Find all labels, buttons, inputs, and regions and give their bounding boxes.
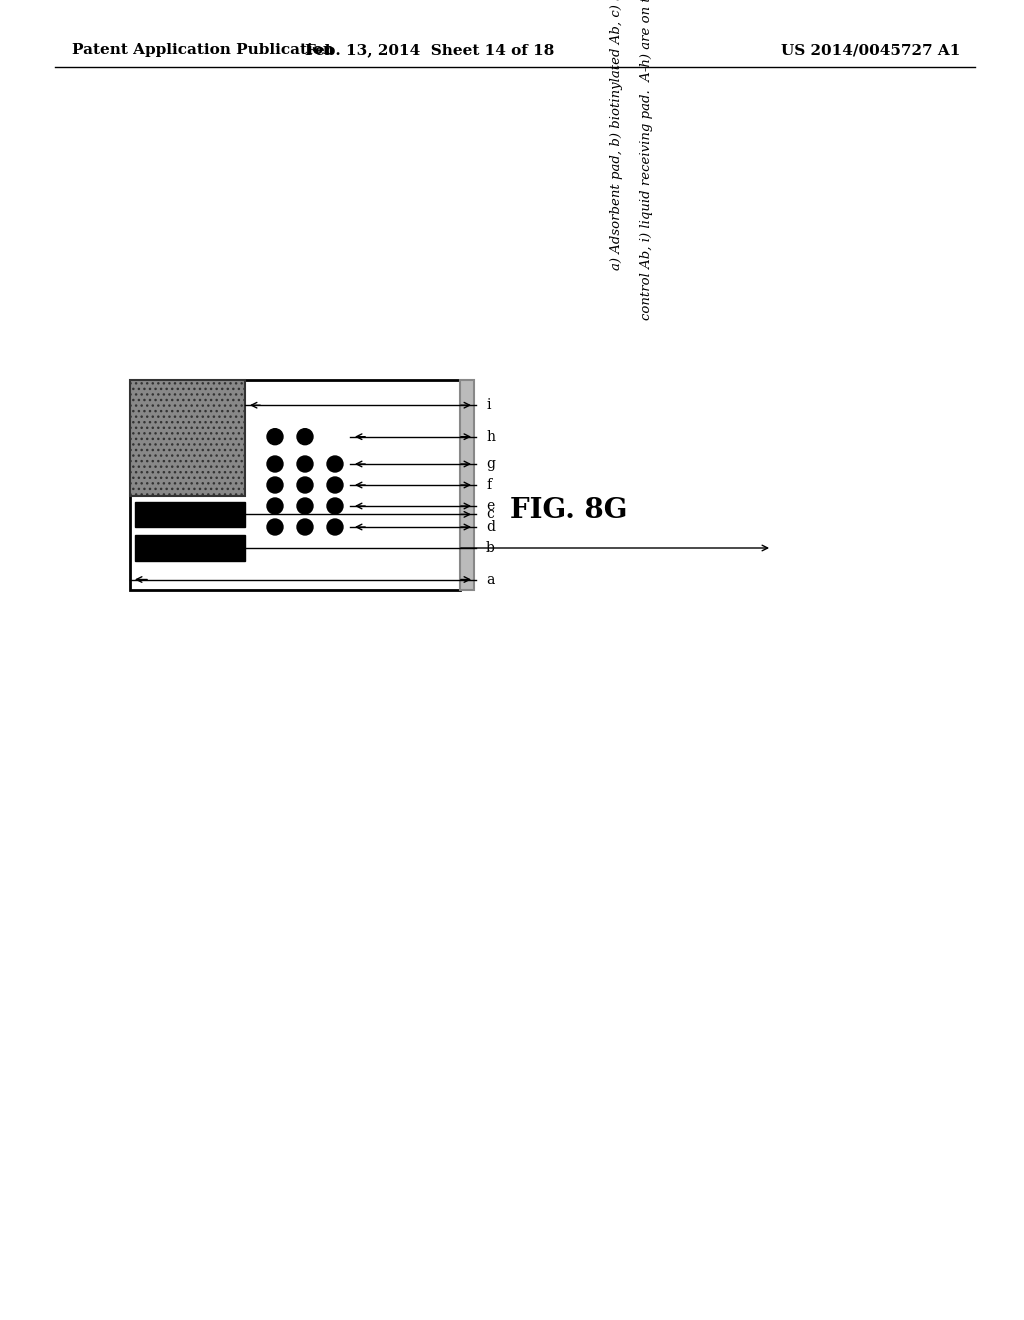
Text: d: d	[486, 520, 495, 535]
Circle shape	[267, 519, 283, 535]
Text: a: a	[486, 573, 495, 586]
Text: US 2014/0045727 A1: US 2014/0045727 A1	[780, 44, 961, 57]
Circle shape	[327, 498, 343, 513]
Bar	[135, 536, 245, 561]
Circle shape	[267, 455, 283, 473]
Text: h: h	[486, 430, 495, 444]
Circle shape	[297, 519, 313, 535]
Text: a) Adsorbent pad, b) biotinylated Ab, c) Streptavidin-gold conjugate, d-g) captu: a) Adsorbent pad, b) biotinylated Ab, c)…	[610, 0, 623, 271]
Text: c: c	[486, 507, 494, 521]
Circle shape	[297, 429, 313, 445]
Circle shape	[297, 455, 313, 473]
Text: e: e	[486, 499, 495, 513]
Circle shape	[327, 477, 343, 492]
Circle shape	[267, 477, 283, 492]
Circle shape	[297, 477, 313, 492]
Bar	[460, 380, 474, 590]
Bar	[130, 380, 245, 495]
Text: Feb. 13, 2014  Sheet 14 of 18: Feb. 13, 2014 Sheet 14 of 18	[305, 44, 555, 57]
Text: f: f	[486, 478, 492, 492]
Circle shape	[327, 455, 343, 473]
Bar	[130, 380, 460, 590]
Circle shape	[327, 519, 343, 535]
Text: control Ab, i) liquid receiving pad.  A-h) are on the same membrane.: control Ab, i) liquid receiving pad. A-h…	[640, 0, 653, 319]
Bar	[135, 502, 245, 527]
Circle shape	[297, 498, 313, 513]
Text: g: g	[486, 457, 495, 471]
Text: i: i	[486, 399, 490, 412]
Text: Patent Application Publication: Patent Application Publication	[72, 44, 334, 57]
Circle shape	[267, 429, 283, 445]
Circle shape	[267, 498, 283, 513]
Text: b: b	[486, 541, 495, 554]
Text: FIG. 8G: FIG. 8G	[510, 496, 628, 524]
